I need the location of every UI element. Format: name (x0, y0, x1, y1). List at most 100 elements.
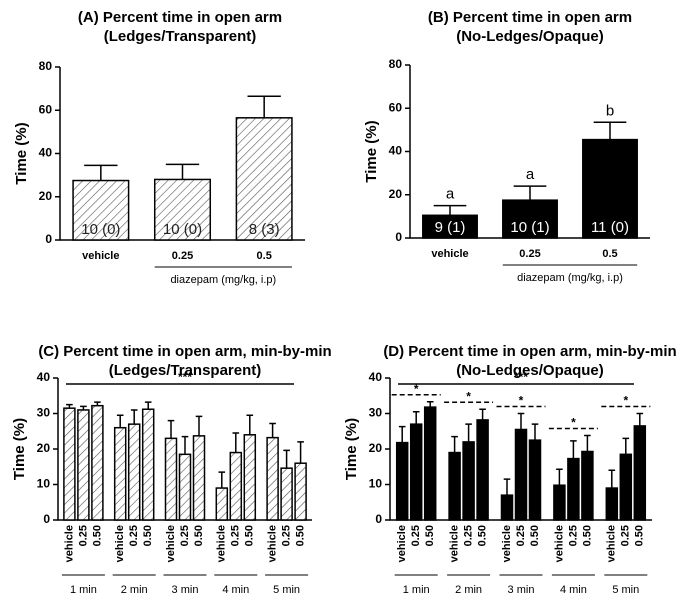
bar (127, 423, 141, 521)
bar (164, 437, 178, 521)
bar (582, 138, 638, 239)
x-tick-label: 0.25 (410, 525, 422, 546)
group-significance-label: * (414, 382, 419, 396)
x-tick-label: vehicle (82, 250, 119, 262)
x-tick-label: vehicle (449, 525, 461, 562)
x-tick-label: vehicle (216, 525, 228, 562)
error-bar (80, 405, 87, 410)
group-significance-label: * (623, 394, 628, 408)
x-tick-label: 0.25 (77, 525, 89, 546)
y-tick-label: 20 (37, 441, 51, 455)
y-tick-label: 20 (39, 189, 53, 203)
y-tick-label: 40 (369, 370, 383, 384)
bar (502, 199, 558, 239)
x-tick-label: 0.25 (281, 525, 293, 546)
bar (72, 179, 130, 241)
y-tick-label: 0 (43, 512, 50, 526)
bar-annotation: 11 (0) (591, 219, 629, 236)
chart-title: (C) Percent time in open arm, min-by-min (38, 343, 331, 360)
bar (280, 467, 293, 521)
x-tick-label: 0.50 (91, 525, 103, 546)
bar (178, 453, 192, 521)
x-tick-label: 0.25 (515, 525, 527, 546)
error-bar (593, 121, 627, 140)
group-label: 5 min (612, 584, 639, 596)
bar (567, 457, 580, 521)
x-tick-label: 0.50 (477, 525, 489, 546)
bar-annotation: 9 (1) (435, 219, 466, 236)
y-tick-label: 40 (389, 144, 403, 158)
error-bar (165, 163, 200, 180)
x-tick-label: vehicle (553, 525, 565, 562)
y-tick-label: 10 (369, 477, 383, 491)
error-bar (622, 437, 630, 455)
y-axis-label: Time (%) (363, 120, 380, 182)
x-tick-label: vehicle (114, 525, 126, 562)
error-bar (426, 401, 434, 408)
chart-title: (D) Percent time in open arm, min-by-min (383, 343, 676, 360)
bar (476, 419, 489, 521)
bar (266, 436, 279, 521)
x-tick-label: vehicle (396, 525, 408, 562)
bar (113, 426, 127, 521)
x-tick-label: vehicle (165, 525, 177, 562)
x-tick-label: 0.50 (424, 525, 436, 546)
x-tick-label: 0.5 (257, 250, 272, 262)
bar-annotation: 10 (0) (163, 221, 202, 238)
y-tick-label: 20 (389, 187, 403, 201)
bar (243, 434, 257, 521)
error-bar (570, 440, 577, 459)
x-tick-label: 0.25 (230, 525, 242, 546)
error-bar (246, 414, 254, 435)
error-bar (556, 468, 563, 486)
bar (229, 451, 243, 521)
chart-title: (B) Percent time in open arm (428, 9, 632, 26)
x-tick-label: 0.25 (567, 525, 579, 546)
bar-annotation: 10 (1) (510, 219, 549, 236)
y-tick-label: 0 (45, 232, 52, 246)
error-bar (116, 414, 124, 428)
x-tick-label: vehicle (501, 525, 513, 562)
bar (409, 423, 423, 521)
group-label: 3 min (172, 584, 199, 596)
significance-letter: a (526, 166, 535, 183)
bar (581, 450, 594, 521)
significance-label: *** (178, 370, 192, 384)
y-tick-label: 20 (369, 441, 383, 455)
y-axis-label: Time (%) (11, 418, 28, 480)
bar (423, 406, 437, 521)
bar (633, 425, 647, 521)
x-tick-label: 0.50 (581, 525, 593, 546)
chart-title: (A) Percent time in open arm (78, 9, 282, 26)
significance-letter: b (606, 102, 614, 119)
group-label: 1 min (403, 584, 430, 596)
chart-subtitle: (Ledges/Transparent) (109, 362, 262, 379)
error-bar (195, 415, 203, 436)
x-axis-label: diazepam (mg/kg, i.p) (517, 272, 623, 284)
error-bar (297, 441, 304, 464)
y-tick-label: 0 (375, 512, 382, 526)
x-tick-label: 0.25 (128, 525, 140, 546)
error-bar (636, 412, 644, 426)
x-tick-label: vehicle (431, 248, 468, 260)
x-tick-label: 0.5 (602, 248, 617, 260)
bar (605, 487, 619, 521)
bar (500, 494, 514, 521)
group-label: 4 min (222, 584, 249, 596)
error-bar (513, 185, 547, 201)
group-label: 2 min (455, 584, 482, 596)
group-significance-label: * (466, 389, 471, 403)
x-tick-label: 0.25 (620, 525, 632, 546)
y-axis-label: Time (%) (343, 418, 360, 480)
bar (215, 487, 229, 521)
y-tick-label: 60 (389, 100, 403, 114)
bar (528, 439, 542, 521)
x-tick-label: 0.50 (244, 525, 256, 546)
bar (63, 407, 76, 521)
x-tick-label: 0.50 (529, 525, 541, 546)
bar (448, 451, 461, 521)
error-bar (84, 164, 118, 181)
x-tick-label: 0.50 (295, 525, 307, 546)
x-tick-label: 0.25 (519, 248, 540, 260)
y-tick-label: 80 (389, 57, 403, 71)
